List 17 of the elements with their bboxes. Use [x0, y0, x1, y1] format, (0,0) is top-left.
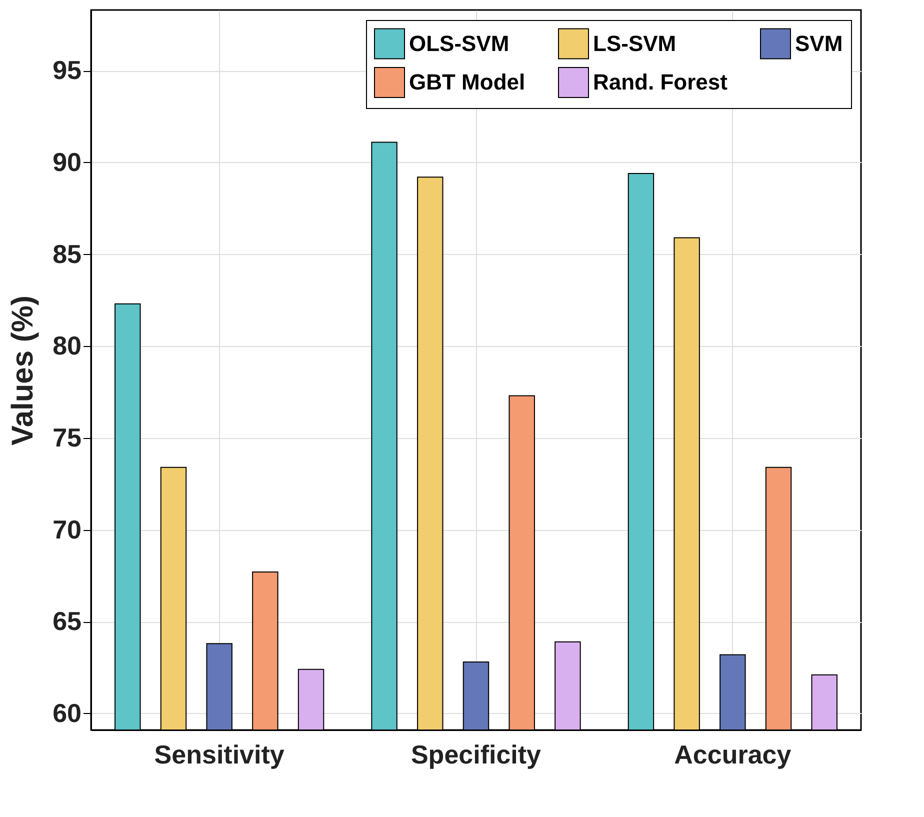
legend-label: SVM — [795, 30, 843, 56]
x-tick-label: Specificity — [410, 740, 542, 770]
x-tick-label: Accuracy — [674, 740, 792, 770]
y-tick-label: 70 — [52, 514, 82, 544]
y-tick-label: 75 — [52, 422, 82, 452]
y-axis-title: Values (%) — [6, 295, 40, 446]
y-tick-label: 90 — [52, 146, 82, 177]
y-tick-label: 85 — [52, 238, 82, 269]
legend-label: LS-SVM — [593, 30, 676, 56]
y-tick-label: 80 — [52, 330, 82, 361]
x-tick-label: Sensitivity — [154, 740, 285, 770]
y-tick-label: 60 — [52, 698, 82, 728]
legend-label: OLS-SVM — [409, 30, 510, 56]
y-tick-label: 95 — [52, 55, 82, 86]
legend-label: Rand. Forest — [593, 70, 728, 94]
legend-label: GBT Model — [409, 70, 526, 94]
y-tick-label: 65 — [52, 606, 82, 636]
